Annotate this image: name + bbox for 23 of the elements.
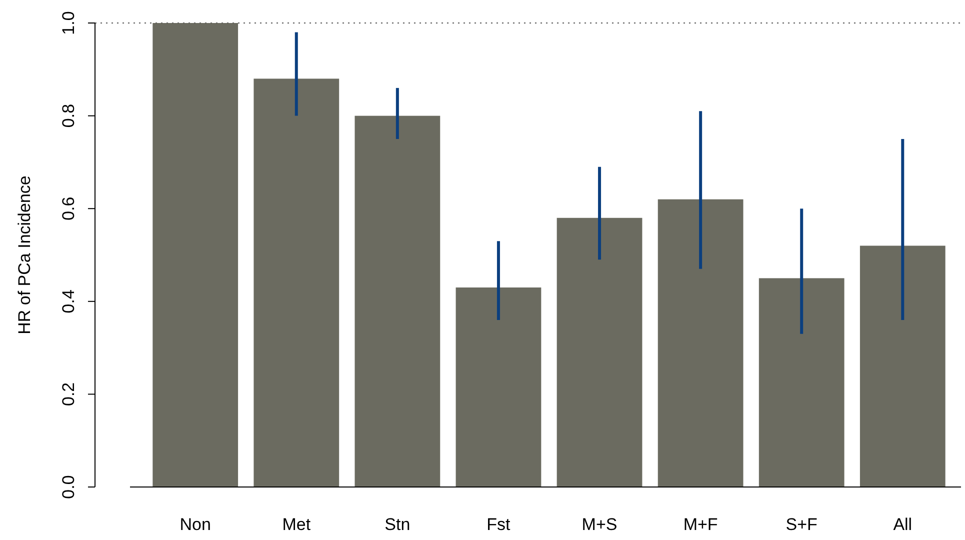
- y-tick-label: 0.4: [59, 290, 78, 314]
- y-axis-title: HR of PCa Incidence: [15, 176, 34, 334]
- bar: [254, 78, 340, 487]
- bar: [658, 199, 744, 487]
- x-tick-label: Met: [282, 515, 311, 534]
- bar: [354, 116, 440, 487]
- y-tick-label: 1.0: [59, 11, 78, 35]
- y-tick-label: 0.6: [59, 196, 78, 220]
- bar: [456, 287, 542, 487]
- x-tick-label: Non: [180, 515, 211, 534]
- y-tick-label: 0.8: [59, 104, 78, 128]
- bar: [758, 278, 844, 487]
- x-tick-label: M+F: [683, 515, 718, 534]
- x-tick-label: Stn: [384, 515, 410, 534]
- bar: [556, 218, 642, 487]
- bar: [860, 246, 946, 487]
- y-tick-label: 0.2: [59, 382, 78, 406]
- x-tick-label: All: [893, 515, 912, 534]
- bar: [152, 23, 238, 487]
- x-tick-label: Fst: [486, 515, 511, 534]
- x-tick-label: M+S: [582, 515, 618, 534]
- x-tick-label: S+F: [786, 515, 818, 534]
- y-tick-label: 0.0: [59, 475, 78, 499]
